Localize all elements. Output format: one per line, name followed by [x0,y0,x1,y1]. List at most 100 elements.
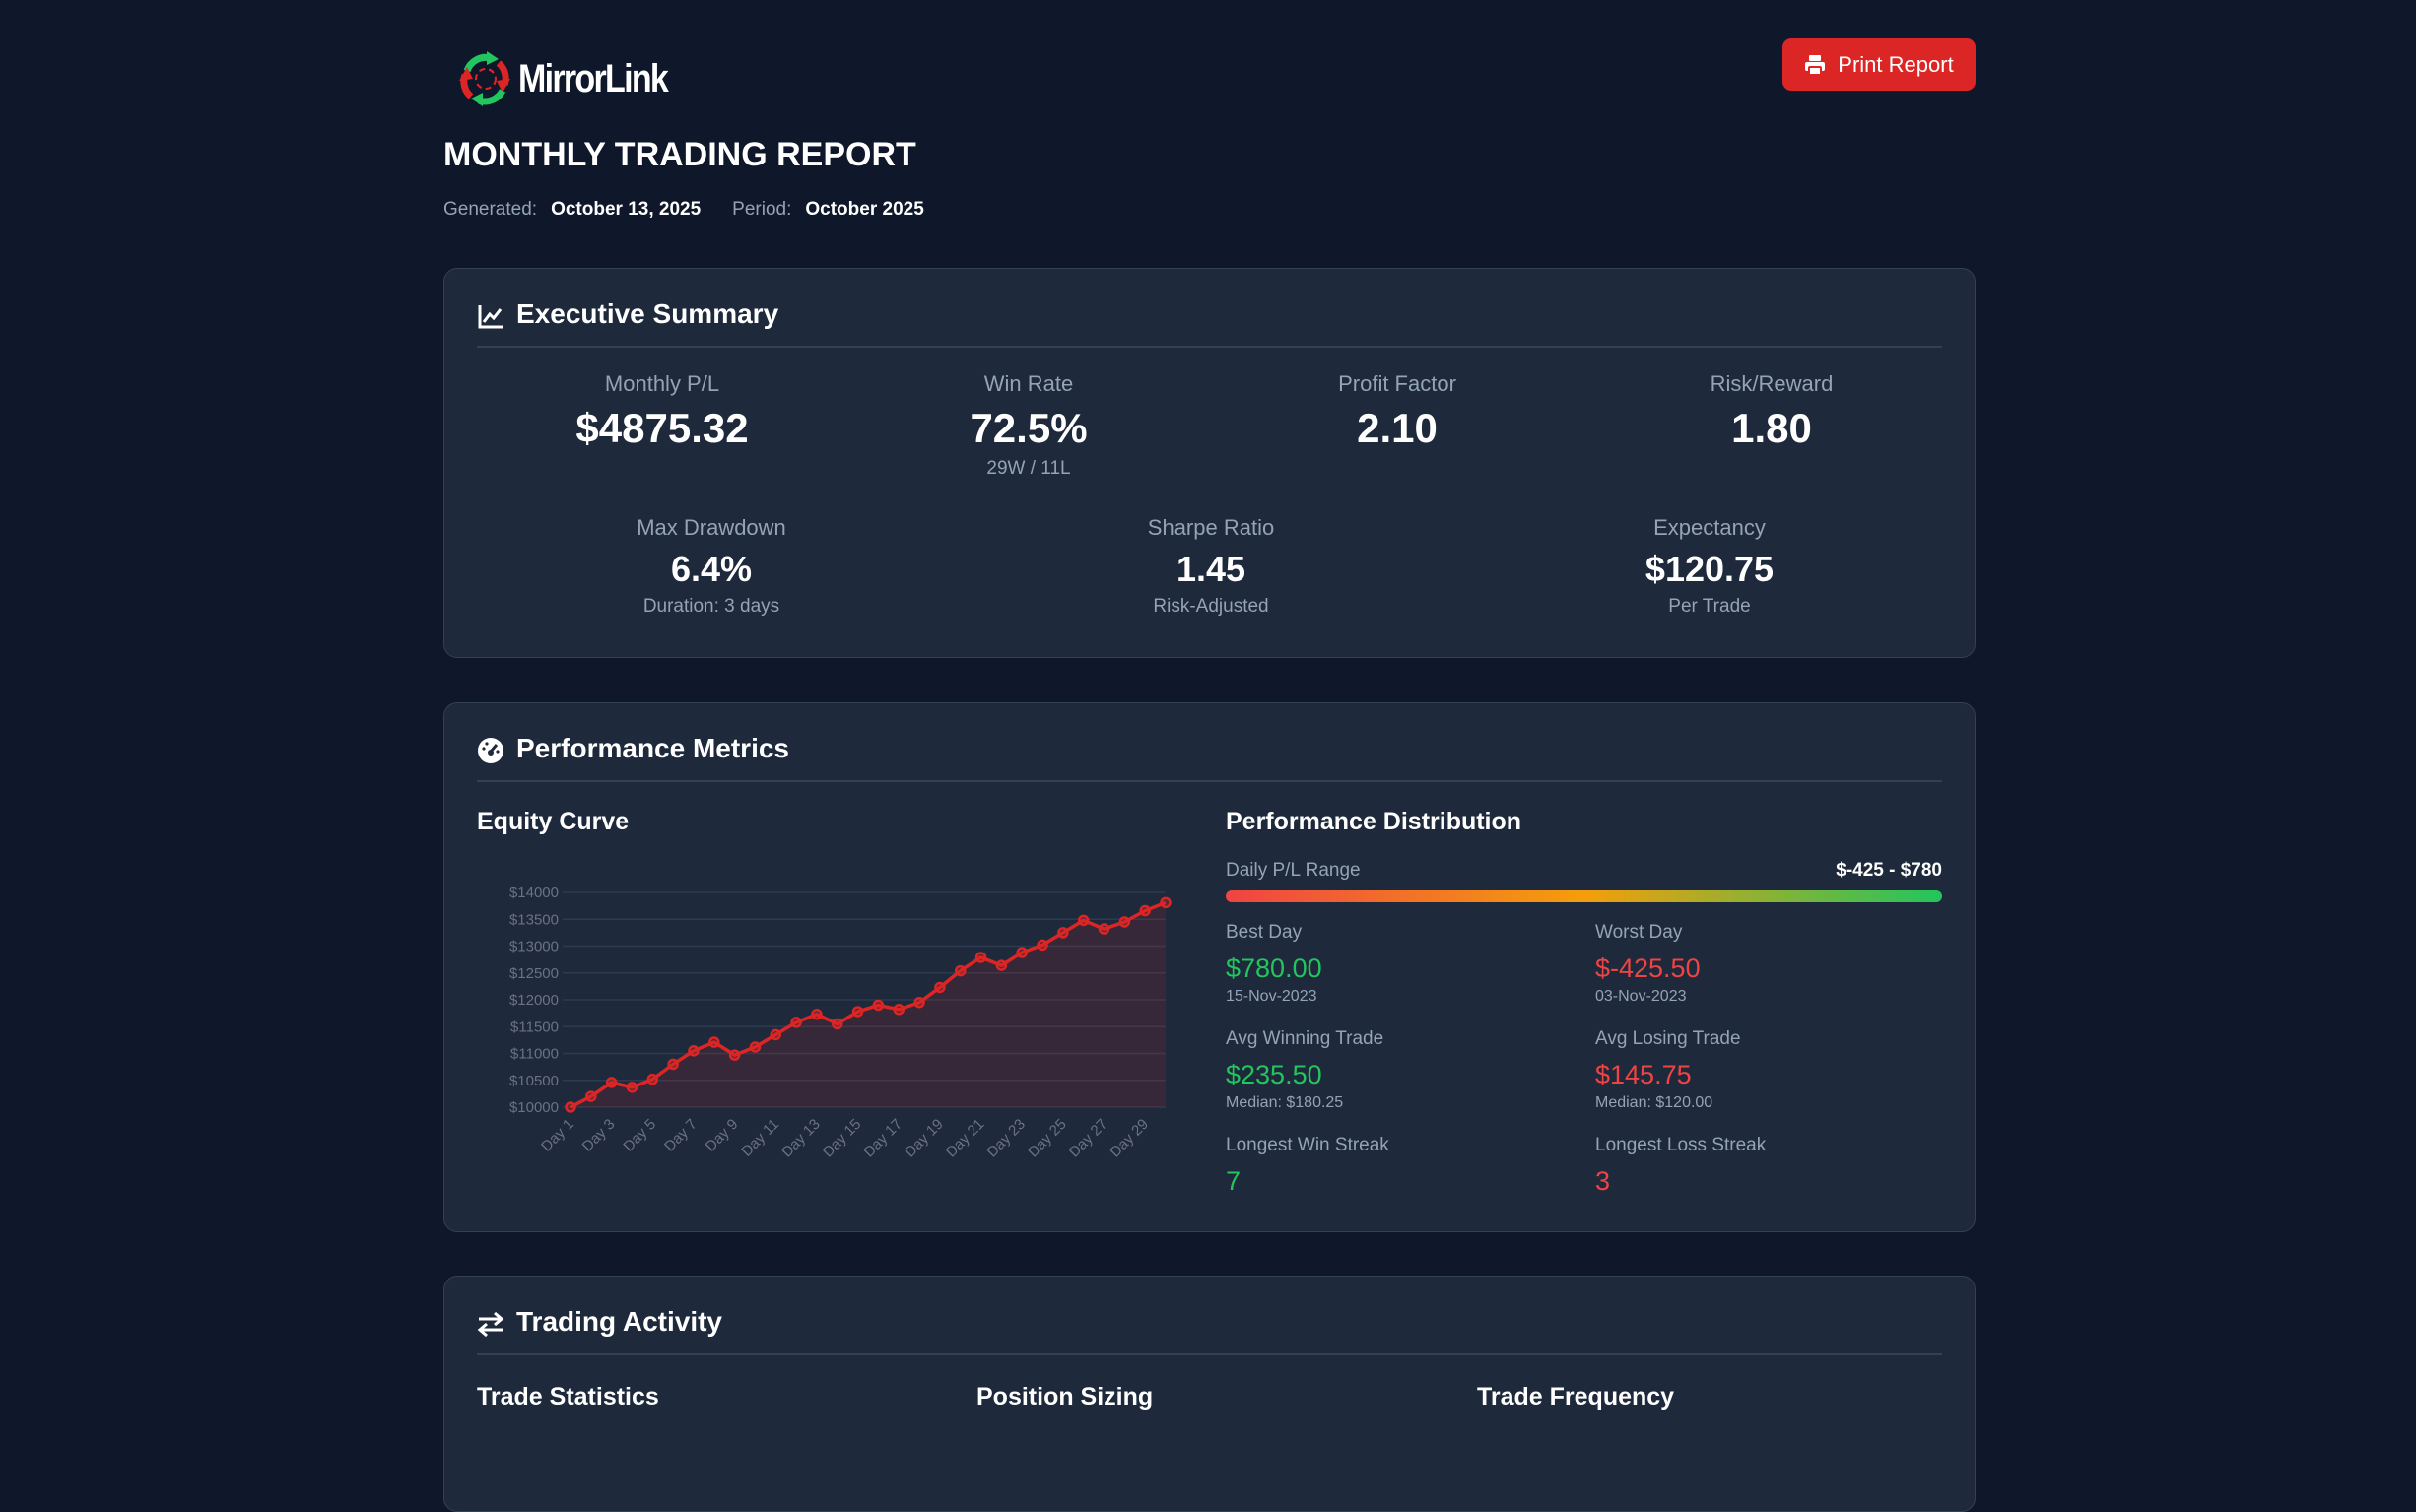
range-label: Daily P/L Range [1226,860,1361,881]
worst-day: Worst Day $-425.50 03-Nov-2023 [1595,922,1701,1006]
equity-point [954,964,967,977]
x-tick-label: Day 27 [1066,1116,1111,1161]
trade-frequency-title: Trade Frequency [1477,1383,1675,1411]
equity-point [1037,939,1048,952]
stat-max-drawdown: Max Drawdown 6.4% Duration: 3 days [528,515,895,618]
stat-profit-factor: Profit Factor 2.10 [1214,371,1580,452]
stat-sharpe-ratio: Sharpe Ratio 1.45 Risk-Adjusted [1028,515,1394,618]
generated-value: October 13, 2025 [551,199,702,220]
x-tick-label: Day 15 [820,1116,865,1161]
stat-sub: Risk-Adjusted [1153,596,1269,617]
x-tick-label: Day 1 [538,1116,577,1155]
loss-streak-value: 3 [1595,1166,1611,1196]
equity-curve-chart: $10000 $10500 $11000 $11500 $12000 $12500 $130… [509,885,1172,1161]
trade-statistics-title: Trade Statistics [477,1383,659,1411]
equity-point [646,1073,659,1085]
worst-day-label: Worst Day [1595,922,1683,943]
equity-point [565,1101,576,1113]
period-label: Period: [732,199,792,220]
x-tick-label: Day 9 [703,1116,742,1155]
best-day-date: 15-Nov-2023 [1226,988,1317,1005]
avg-loss-median: Median: $120.00 [1595,1094,1713,1111]
mirrorlink-logo-icon [459,51,510,106]
equity-point [1118,916,1131,928]
avg-losing-trade: Avg Losing Trade $145.75 Median: $120.00 [1595,1028,1741,1112]
y-tick-label: $13000 [509,939,559,955]
y-tick-label: $11000 [510,1046,559,1063]
equity-area [570,902,1166,1107]
worst-day-value: $-425.50 [1595,953,1701,983]
stat-label: Monthly P/L [604,371,720,396]
x-tick-label: Day 23 [983,1116,1029,1161]
y-tick-label: $13500 [509,911,559,928]
gauge-icon [478,738,503,763]
x-tick-label: Day 13 [778,1116,824,1161]
trading-activity-title: Trading Activity [516,1306,723,1337]
executive-summary-header: Executive Summary [477,298,1942,348]
equity-point [770,1028,782,1041]
best-day-label: Best Day [1226,922,1303,943]
worst-day-date: 03-Nov-2023 [1595,988,1687,1005]
stat-expectancy: Expectancy $120.75 Per Trade [1526,515,1893,618]
performance-metrics-card: Performance Metrics Equity Curve $10000 $… [443,702,1976,1232]
stat-label: Win Rate [983,371,1074,396]
executive-summary-title: Executive Summary [516,298,779,329]
report-meta: Generated: October 13, 2025 Period: Octo… [443,199,942,221]
stat-risk-reward: Risk/Reward 1.80 [1588,371,1955,452]
trading-activity-header: Trading Activity [477,1306,1942,1355]
equity-point [626,1082,638,1093]
best-day: Best Day $780.00 15-Nov-2023 [1226,922,1322,1006]
avg-loss-label: Avg Losing Trade [1595,1028,1741,1049]
stat-value: 72.5% [970,405,1088,451]
equity-curve-title: Equity Curve [477,808,630,835]
y-tick-label: $11500 [510,1019,559,1035]
x-tick-label: Day 7 [661,1116,701,1155]
longest-win-streak: Longest Win Streak 7 [1226,1135,1389,1197]
stat-value: $120.75 [1644,549,1775,589]
stat-value: 1.45 [1175,549,1246,589]
x-tick-label: Day 3 [579,1116,619,1155]
y-tick-label: $12500 [509,965,559,982]
stat-sub: Per Trade [1668,596,1751,617]
loss-streak-label: Longest Loss Streak [1595,1135,1767,1155]
equity-point [688,1045,700,1057]
performance-metrics-header: Performance Metrics [477,733,1942,782]
equity-point [1057,927,1069,939]
performance-distribution-title: Performance Distribution [1226,808,1522,835]
equity-point [1139,904,1151,917]
equity-point [872,999,885,1012]
position-sizing-title: Position Sizing [976,1383,1154,1411]
stat-label: Sharpe Ratio [1147,515,1275,540]
period-value: October 2025 [805,199,924,220]
avg-win-value: $235.50 [1226,1060,1322,1089]
exchange-arrows-icon [477,1311,504,1338]
equity-point [585,1090,597,1102]
avg-win-label: Avg Winning Trade [1226,1028,1384,1049]
print-report-button[interactable]: Print Report [1782,38,1976,91]
stat-value: 2.10 [1357,405,1438,451]
equity-point [811,1008,823,1020]
equity-point [913,996,925,1009]
pl-range-bar [1226,890,1942,902]
stat-sub: Duration: 3 days [642,596,780,617]
equity-point [832,1018,843,1030]
x-tick-label: Day 25 [1025,1116,1070,1161]
equity-point [1098,923,1110,935]
x-tick-label: Day 5 [620,1116,659,1155]
y-tick-label: $10000 [509,1099,559,1116]
y-tick-label: $14000 [509,885,559,901]
stat-win-rate: Win Rate 72.5% 29W / 11L [845,371,1212,480]
equity-point [1077,914,1090,927]
avg-loss-value: $145.75 [1595,1060,1692,1089]
chart-line-icon [478,305,503,329]
equity-point [934,981,946,994]
performance-metrics-title: Performance Metrics [516,733,790,763]
equity-point [1160,896,1172,909]
executive-summary-card: Executive Summary Monthly P/L $4875.32 W… [443,268,1976,658]
x-tick-label: Day 17 [860,1116,906,1161]
x-tick-label: Day 19 [902,1116,947,1161]
equity-point [974,952,987,963]
y-tick-label: $10500 [509,1073,559,1089]
stat-label: Profit Factor [1338,371,1456,396]
x-tick-label: Day 21 [943,1116,988,1161]
